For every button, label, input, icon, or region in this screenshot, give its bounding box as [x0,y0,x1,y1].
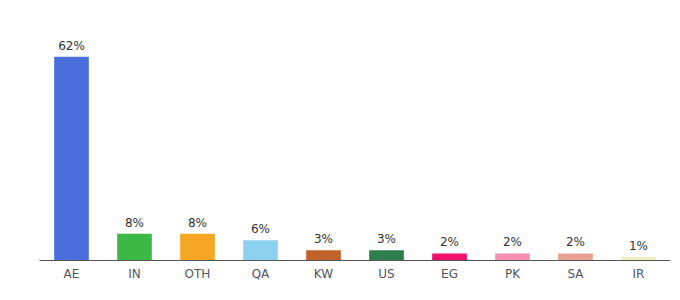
svg-text:3%: 3% [314,232,333,246]
svg-text:QA: QA [252,267,270,281]
svg-text:3%: 3% [377,232,396,246]
svg-text:SA: SA [567,267,584,281]
svg-text:2%: 2% [566,235,585,249]
svg-text:62%: 62% [58,39,85,53]
svg-text:8%: 8% [125,216,144,230]
svg-text:8%: 8% [188,216,207,230]
svg-text:IR: IR [633,267,645,281]
svg-text:2%: 2% [440,235,459,249]
svg-text:KW: KW [314,267,333,281]
svg-text:1%: 1% [629,239,648,253]
svg-text:PK: PK [505,267,521,281]
svg-text:US: US [378,267,394,281]
svg-text:IN: IN [128,267,141,281]
svg-text:2%: 2% [503,235,522,249]
svg-text:OTH: OTH [185,267,211,281]
svg-text:6%: 6% [251,222,270,236]
svg-text:EG: EG [441,267,458,281]
svg-text:AE: AE [64,267,80,281]
